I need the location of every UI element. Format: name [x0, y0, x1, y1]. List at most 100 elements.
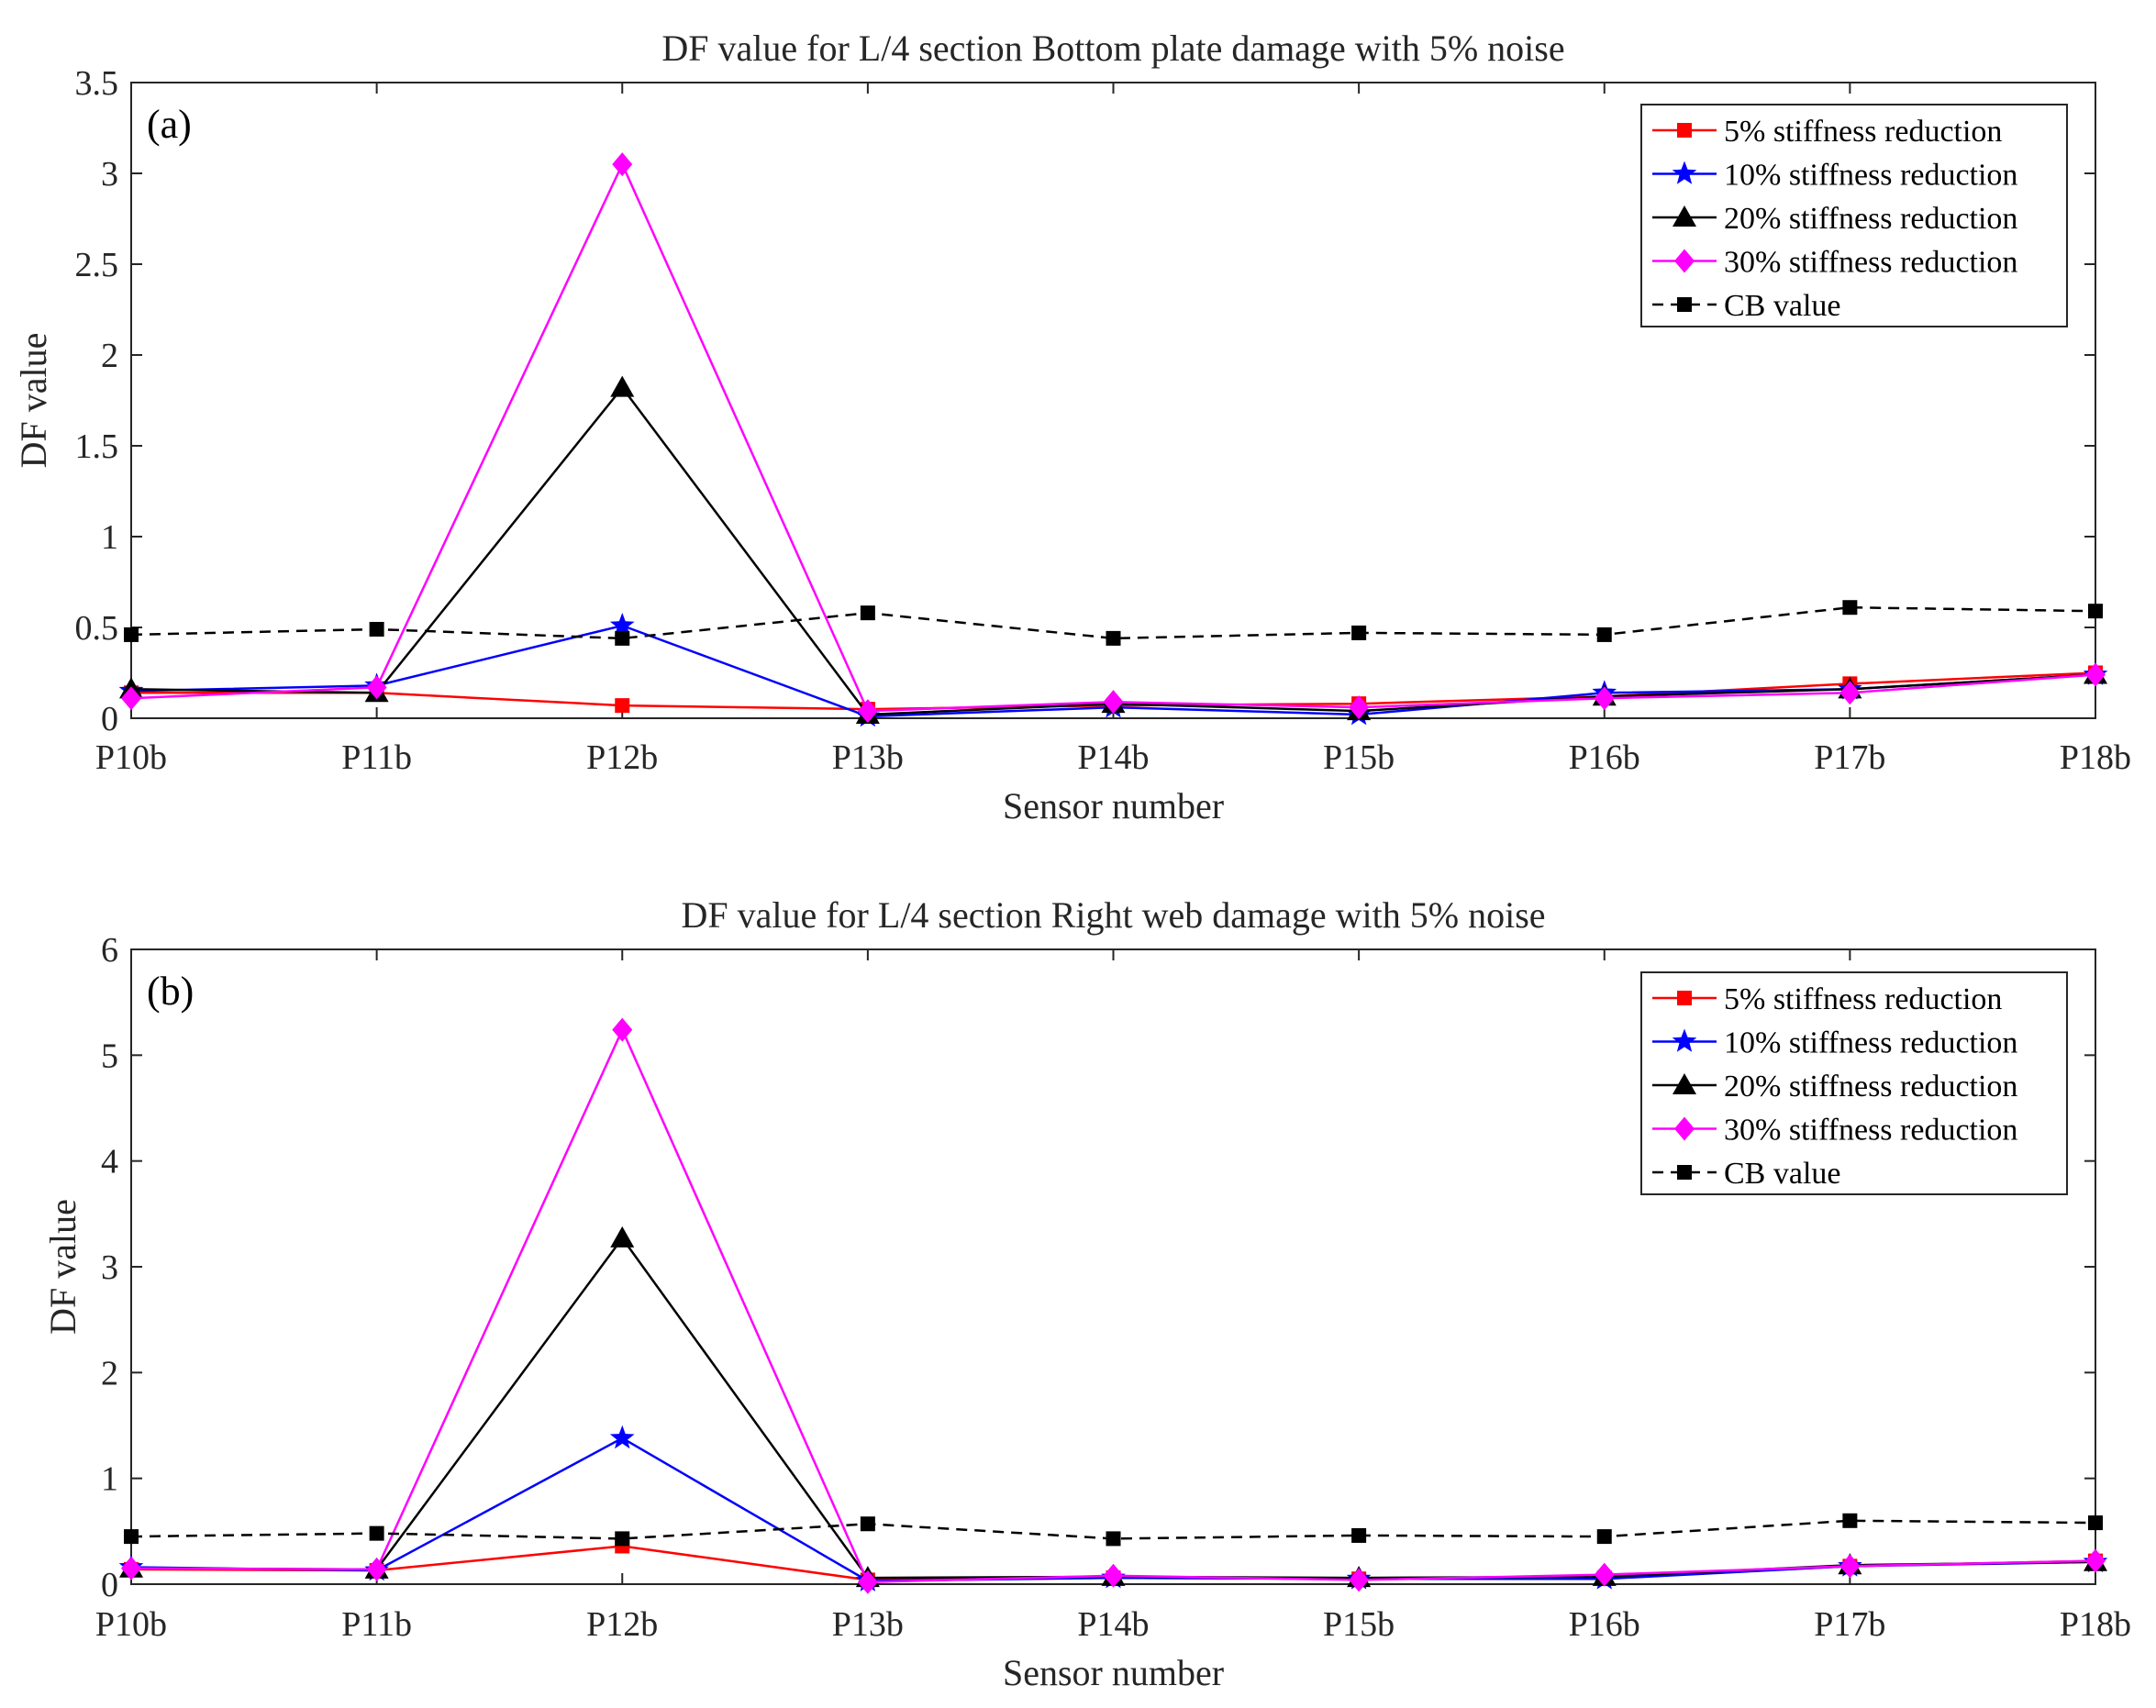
data-point — [366, 675, 387, 700]
x-tick-label: P12b — [586, 1605, 658, 1644]
y-tick-label: 4 — [101, 1143, 118, 1181]
data-point — [857, 1569, 878, 1594]
x-tick-label: P16b — [1569, 738, 1640, 777]
x-tick-label: P11b — [341, 738, 412, 777]
y-tick-label: 2.5 — [75, 246, 119, 284]
panel-label: (b) — [147, 969, 194, 1014]
y-tick-label: 0.5 — [75, 609, 119, 648]
data-point — [612, 152, 633, 177]
legend-label: 5% stiffness reduction — [1724, 115, 2002, 149]
y-tick-label: 3 — [101, 155, 118, 194]
data-point — [1594, 1562, 1615, 1587]
panel-label: (a) — [147, 102, 192, 147]
legend-label: 20% stiffness reduction — [1724, 202, 2017, 236]
x-tick-label: P15b — [1323, 738, 1395, 777]
y-tick-label: 1.5 — [75, 427, 119, 466]
data-point — [2085, 1548, 2106, 1573]
x-tick-label: P12b — [586, 738, 658, 777]
legend-marker — [1672, 161, 1697, 184]
data-point — [369, 1525, 384, 1541]
data-point — [610, 375, 635, 397]
data-point — [1839, 1554, 1861, 1579]
series-3 — [121, 1017, 2106, 1594]
y-tick-label: 1 — [101, 518, 118, 557]
data-point — [610, 1226, 635, 1248]
data-point — [860, 1516, 875, 1532]
chart-title: DF value for L/4 section Bottom plate da… — [661, 28, 1564, 69]
data-point — [1842, 600, 1858, 616]
x-tick-label: P13b — [832, 1605, 904, 1644]
legend-label: CB value — [1724, 289, 1840, 323]
y-tick-label: 0 — [101, 700, 118, 738]
legend-marker — [1677, 1165, 1692, 1180]
data-point — [1106, 1531, 1121, 1547]
data-point — [121, 1556, 141, 1580]
legend-marker — [1673, 205, 1696, 227]
legend-marker — [1677, 123, 1692, 138]
legend-box — [1640, 104, 2068, 327]
data-point — [612, 1017, 633, 1042]
data-point — [121, 686, 141, 711]
legend: 5% stiffness reduction 10% stiffness redu… — [1640, 971, 2068, 1195]
x-tick-label: P10b — [95, 1605, 167, 1644]
legend-marker — [1673, 1073, 1696, 1094]
y-tick-label: 5 — [101, 1037, 118, 1075]
chart-panel-b: P10b P11b P12b P13b P14b P15b P16b P17b P18b 0 1 2 3… — [42, 894, 2131, 1693]
legend: 5% stiffness reduction 10% stiffness redu… — [1640, 104, 2068, 327]
y-axis-label: DF value — [13, 333, 54, 469]
y-tick-label: 1 — [101, 1460, 118, 1499]
x-tick-label: P17b — [1814, 738, 1885, 777]
data-point — [366, 1557, 387, 1581]
data-point — [1103, 1563, 1124, 1588]
data-point — [1351, 1527, 1367, 1543]
legend-label: 10% stiffness reduction — [1724, 159, 2017, 193]
data-point — [1351, 625, 1367, 640]
x-tick-label: P15b — [1323, 1605, 1395, 1644]
x-tick-label: P14b — [1077, 1605, 1149, 1644]
legend-box — [1640, 971, 2068, 1195]
legend-label: 10% stiffness reduction — [1724, 1026, 2017, 1060]
chart-panel-a: P10b P11b P12b P13b P14b P15b P16b P17b P18b 0 0.5… — [13, 28, 2131, 826]
y-tick-label: 2 — [101, 1354, 118, 1392]
data-point — [609, 613, 635, 637]
data-point — [1842, 1513, 1858, 1528]
data-point — [124, 627, 139, 642]
legend-label: 5% stiffness reduction — [1724, 982, 2002, 1016]
series-line — [130, 605, 2096, 640]
x-axis-label: Sensor number — [1003, 785, 1224, 826]
x-tick-label: P17b — [1814, 1605, 1885, 1644]
legend-label: CB value — [1724, 1157, 1840, 1191]
legend-marker — [1674, 1116, 1695, 1141]
data-point — [2088, 604, 2103, 619]
data-point — [2088, 1515, 2103, 1531]
data-point — [369, 621, 384, 637]
series-3 — [121, 152, 2106, 724]
data-point — [1349, 1568, 1370, 1592]
y-tick-label: 3 — [101, 1248, 118, 1287]
series-4 — [124, 600, 2103, 646]
x-tick-label: P10b — [95, 738, 167, 777]
x-tick-label: P14b — [1077, 738, 1149, 777]
data-point — [860, 605, 875, 621]
x-tick-label: P16b — [1569, 1605, 1640, 1644]
data-point — [1596, 1529, 1612, 1545]
x-tick-label: P11b — [341, 1605, 412, 1644]
legend-marker — [1672, 1028, 1697, 1052]
legend-marker — [1677, 297, 1692, 312]
x-axis-label: Sensor number — [1003, 1652, 1224, 1693]
legend-label: 20% stiffness reduction — [1724, 1070, 2017, 1104]
y-tick-label: 2 — [101, 337, 118, 375]
chart-title: DF value for L/4 section Right web damag… — [681, 894, 1545, 936]
data-point — [1594, 686, 1615, 711]
data-point — [2085, 662, 2106, 687]
data-point — [1103, 690, 1124, 715]
y-tick-label: 6 — [101, 931, 118, 970]
x-tick-label: P18b — [2060, 1605, 2131, 1644]
data-point — [1106, 630, 1121, 646]
legend-marker — [1677, 991, 1692, 1005]
data-point — [1349, 695, 1370, 720]
x-tick-label: P18b — [2060, 738, 2131, 777]
data-point — [1596, 627, 1612, 642]
data-point — [124, 1529, 139, 1545]
data-point — [609, 1425, 635, 1449]
